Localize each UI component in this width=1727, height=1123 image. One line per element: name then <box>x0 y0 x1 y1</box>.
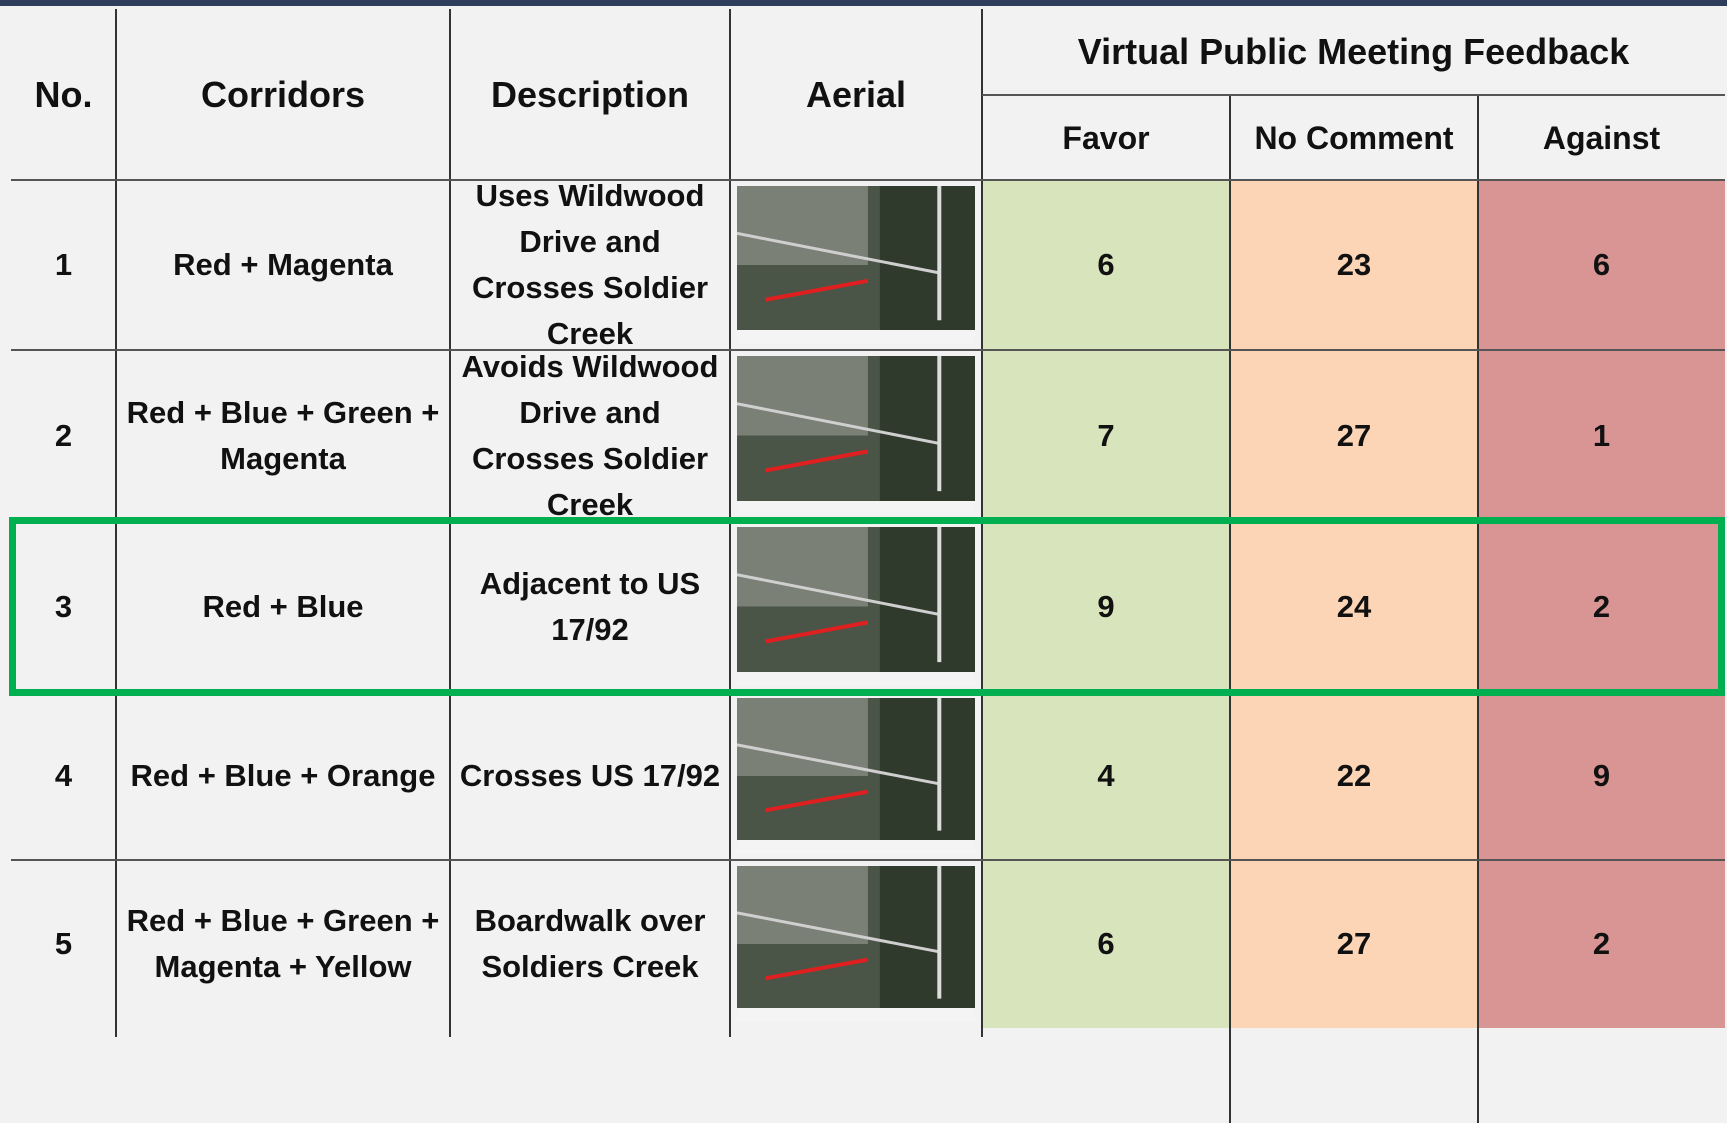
grid-line <box>11 859 1725 861</box>
description: Boardwalk over Soldiers Creek <box>450 860 730 1028</box>
against-count: 6 <box>1478 180 1725 350</box>
page: No.CorridorsDescriptionAerialVirtual Pub… <box>0 0 1727 1028</box>
aerial-thumbnail <box>737 866 975 1022</box>
corridors: Red + Blue + Green + Magenta + Yellow <box>116 860 450 1028</box>
row-number: 4 <box>11 692 116 860</box>
aerial-thumbnail <box>737 356 975 515</box>
header-group: Virtual Public Meeting Feedback <box>982 9 1725 95</box>
no-comment-count: 23 <box>1230 180 1478 350</box>
description: Avoids Wildwood Drive and Crosses Soldie… <box>450 350 730 521</box>
corridors: Red + Blue + Green + Magenta <box>116 350 450 521</box>
highlight-box <box>9 517 1725 696</box>
grid-line <box>982 94 1725 96</box>
row-number: 5 <box>11 860 116 1028</box>
header-description: Description <box>450 9 730 180</box>
favor-count: 7 <box>982 350 1230 521</box>
against-count: 9 <box>1478 692 1725 860</box>
no-comment-count: 27 <box>1230 860 1478 1028</box>
header-corridors: Corridors <box>116 9 450 180</box>
corridors: Red + Blue + Orange <box>116 692 450 860</box>
grid-line <box>11 349 1725 351</box>
header-no-comment: No Comment <box>1230 95 1478 180</box>
row-number: 2 <box>11 350 116 521</box>
favor-count: 6 <box>982 860 1230 1028</box>
grid-line <box>11 179 1725 181</box>
top-bar <box>0 0 1727 6</box>
header-aerial: Aerial <box>730 9 982 180</box>
no-comment-count: 22 <box>1230 692 1478 860</box>
header-no: No. <box>11 9 116 180</box>
header-favor: Favor <box>982 95 1230 180</box>
no-comment-count: 27 <box>1230 350 1478 521</box>
corridors: Red + Magenta <box>116 180 450 350</box>
against-count: 2 <box>1478 860 1725 1028</box>
favor-count: 4 <box>982 692 1230 860</box>
header-against: Against <box>1478 95 1725 180</box>
aerial-thumbnail <box>737 186 975 344</box>
aerial-thumbnail <box>737 698 975 854</box>
favor-count: 6 <box>982 180 1230 350</box>
description: Crosses US 17/92 <box>450 692 730 860</box>
row-number: 1 <box>11 180 116 350</box>
description: Uses Wildwood Drive and Crosses Soldier … <box>450 180 730 350</box>
against-count: 1 <box>1478 350 1725 521</box>
